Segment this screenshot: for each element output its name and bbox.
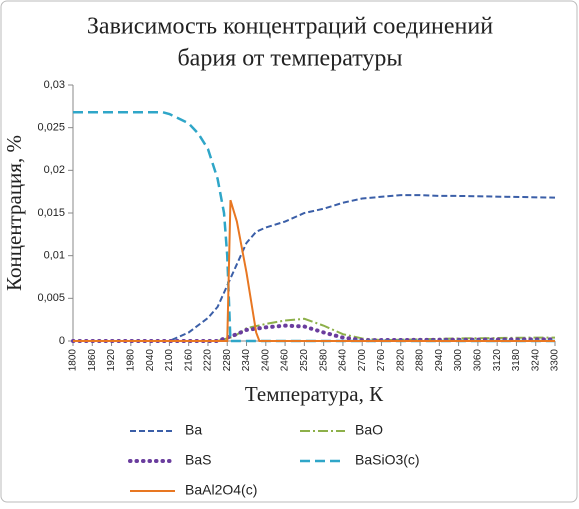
chart-title: Зависимость концентраций соединений	[87, 14, 493, 40]
y-tick-label: 0,015	[37, 207, 65, 219]
y-tick-label: 0,025	[37, 122, 65, 134]
x-tick-label: 1980	[125, 349, 136, 372]
x-tick-label: 2820	[395, 349, 406, 372]
legend-label: BaS	[185, 452, 211, 468]
x-tick-label: 3120	[492, 349, 503, 372]
legend-label: BaO	[355, 422, 383, 438]
x-tick-label: 3300	[550, 349, 561, 372]
x-tick-label: 2940	[434, 349, 445, 372]
y-tick-label: 0	[59, 335, 65, 347]
x-tick-label: 2160	[183, 349, 194, 372]
x-tick-label: 1860	[87, 349, 98, 372]
x-tick-label: 3180	[511, 349, 522, 372]
x-tick-label: 2040	[145, 349, 156, 372]
series-line	[73, 199, 555, 342]
x-tick-label: 2340	[241, 349, 252, 372]
x-tick-label: 2220	[203, 349, 214, 372]
x-tick-label: 2700	[357, 349, 368, 372]
x-tick-label: 1800	[68, 349, 79, 372]
y-axis-label: Концентрация, %	[2, 135, 26, 291]
x-tick-label: 2580	[318, 349, 329, 372]
x-tick-label: 2280	[222, 349, 233, 372]
x-tick-label: 1920	[106, 349, 117, 372]
series-line	[73, 194, 556, 342]
y-tick-label: 0,02	[44, 164, 65, 176]
series-line	[71, 323, 557, 343]
legend-label: Ba	[185, 422, 202, 438]
y-tick-label: 0,03	[44, 79, 65, 91]
x-axis-label: Температура, К	[245, 382, 384, 406]
x-tick-label: 3000	[453, 349, 464, 372]
chart-title: бария от температуры	[177, 46, 402, 72]
x-tick-label: 2520	[299, 349, 310, 372]
x-tick-label: 3060	[473, 349, 484, 372]
x-tick-label: 2460	[280, 349, 291, 372]
y-tick-label: 0,01	[44, 250, 65, 262]
legend-label: BaSiO3(c)	[355, 452, 420, 468]
x-tick-label: 2400	[260, 349, 271, 372]
x-tick-label: 2640	[338, 349, 349, 372]
y-tick-label: 0,005	[37, 292, 65, 304]
x-tick-label: 2760	[376, 349, 387, 372]
legend-label: BaAl2O4(c)	[185, 482, 257, 498]
x-tick-label: 2100	[164, 349, 175, 372]
x-tick-label: 3240	[530, 349, 541, 372]
x-tick-label: 2880	[415, 349, 426, 372]
